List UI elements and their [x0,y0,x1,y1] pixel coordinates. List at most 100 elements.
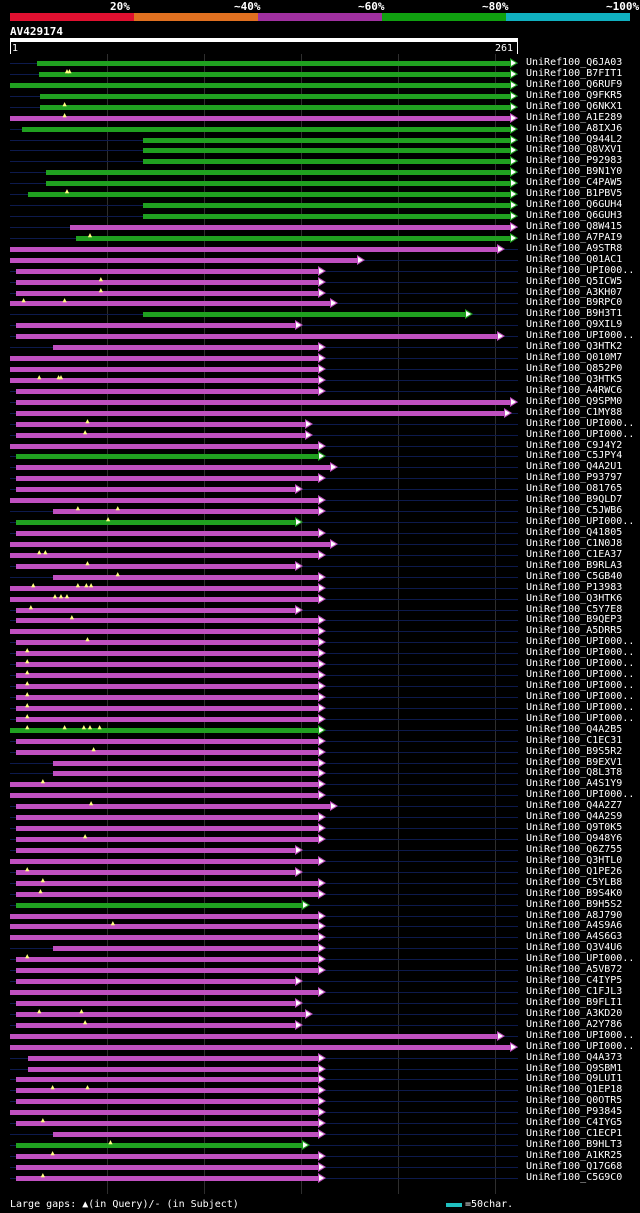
hit-row[interactable]: UniRef100_UPI000.. [0,330,640,342]
alignment-bar[interactable] [40,104,511,110]
hit-label[interactable]: UniRef100_Q6GUH3 [526,210,623,222]
hit-row[interactable]: UniRef100_Q6RUF9 [0,79,640,91]
hit-label[interactable]: UniRef100_Q17G68 [526,1160,623,1172]
hit-label[interactable]: UniRef100_UPI000.. [526,1040,635,1052]
hit-row[interactable]: UniRef100_Q852P0 [0,363,640,375]
alignment-bar[interactable] [40,93,511,99]
hit-row[interactable]: ▲ UniRef100_Q1PE26 [0,865,640,878]
alignment-bar[interactable] [16,1000,297,1006]
hit-row[interactable]: UniRef100_P93797 [0,472,640,484]
hit-label[interactable]: UniRef100_Q0OTR5 [526,1095,623,1107]
hit-label[interactable]: UniRef100_B9RPC0 [526,297,623,309]
hit-label[interactable]: UniRef100_B9HLT3 [526,1139,623,1151]
alignment-bar[interactable] [16,410,505,416]
alignment-bar[interactable] [16,837,320,843]
alignment-bar[interactable] [16,1088,320,1094]
hit-label[interactable]: UniRef100_Q9SBM1 [526,1062,623,1074]
alignment-bar[interactable] [53,946,320,952]
alignment-bar[interactable] [53,509,320,515]
alignment-bar[interactable] [10,935,320,941]
alignment-bar[interactable] [16,520,297,526]
hit-row[interactable]: UniRef100_A4S6G3 [0,931,640,943]
hit-row[interactable]: ▲ UniRef100_UPI000.. [0,647,640,659]
alignment-bar[interactable] [142,148,511,154]
hit-label[interactable]: UniRef100_Q6JA03 [526,57,623,68]
hit-row[interactable]: UniRef100_Q41805 [0,527,640,539]
hit-label[interactable]: UniRef100_A1E289 [526,111,623,123]
hit-row[interactable]: UniRef100_B9H3T1 [0,308,640,320]
alignment-bar[interactable] [16,869,297,875]
hit-label[interactable]: UniRef100_UPI000.. [526,647,635,659]
hit-label[interactable]: UniRef100_UPI000.. [526,428,635,440]
hit-row[interactable]: UniRef100_Q3HTL0 [0,854,640,867]
hit-label[interactable]: UniRef100_UPI000.. [526,636,635,648]
hit-label[interactable]: UniRef100_Q9XIL9 [526,319,623,331]
hit-row[interactable]: ▲ UniRef100_UPI000.. [0,712,640,725]
alignment-bar[interactable] [16,476,320,482]
hit-label[interactable]: UniRef100_Q9SPM0 [526,395,623,407]
alignment-bar[interactable] [36,61,511,66]
hit-row[interactable]: ▲ UniRef100_Q948Y6 [0,833,640,845]
hit-row[interactable]: UniRef100_A4RWC6 [0,384,640,397]
hit-row[interactable]: ▲ ▲ UniRef100_B9RPC0 [0,297,640,309]
hit-label[interactable]: UniRef100_UPI000.. [526,953,635,965]
hit-row[interactable]: UniRef100_UPI000.. [0,265,640,277]
hit-row[interactable]: UniRef100_Q944L2 [0,134,640,146]
hit-label[interactable]: UniRef100_Q4A2U1 [526,461,623,473]
hit-label[interactable]: UniRef100_Q3HTL0 [526,854,623,866]
hit-row[interactable]: ▲ UniRef100_A2Y786 [0,1018,640,1031]
alignment-bar[interactable] [16,465,332,471]
alignment-bar[interactable] [10,377,320,383]
hit-row[interactable]: ▲ ▲ UniRef100_Q1EP18 [0,1084,640,1096]
hit-label[interactable]: UniRef100_A4RWC6 [526,384,623,396]
hit-label[interactable]: UniRef100_Q9LUI1 [526,1073,623,1085]
hit-label[interactable]: UniRef100_UPI000.. [526,658,635,670]
hit-label[interactable]: UniRef100_C1FJL3 [526,986,623,998]
hit-label[interactable]: UniRef100_UPI000.. [526,417,635,429]
hit-row[interactable]: ▲ UniRef100_UPI000.. [0,516,640,528]
hit-row[interactable]: ▲ UniRef100_C5YLB8 [0,876,640,889]
hit-row[interactable]: ▲ UniRef100_A4S9A6 [0,920,640,932]
hit-row[interactable]: UniRef100_Q4A2U1 [0,461,640,473]
hit-label[interactable]: UniRef100_Q1PE26 [526,865,623,877]
alignment-bar[interactable] [16,399,511,405]
hit-row[interactable]: UniRef100_Q010M7 [0,352,640,364]
alignment-bar[interactable] [16,662,320,668]
alignment-bar[interactable] [76,235,511,241]
hit-row[interactable]: UniRef100_Q0OTR5 [0,1095,640,1107]
hit-label[interactable]: UniRef100_A5DRR5 [526,625,623,637]
alignment-bar[interactable] [16,454,320,460]
alignment-bar[interactable] [16,673,320,679]
hit-row[interactable]: UniRef100_B9EXV1 [0,757,640,769]
hit-row[interactable]: UniRef100_C9J4Y2 [0,440,640,452]
hit-row[interactable]: ▲ UniRef100_C5G9C0 [0,1171,640,1184]
hit-label[interactable]: UniRef100_Q4A2B5 [526,723,623,735]
hit-row[interactable]: ▲ UniRef100_UPI000.. [0,636,640,648]
alignment-bar[interactable] [10,257,358,263]
hit-label[interactable]: UniRef100_B9S4K0 [526,887,623,899]
alignment-bar[interactable] [10,782,320,788]
alignment-bar[interactable] [16,607,297,613]
hit-label[interactable]: UniRef100_Q3V4U6 [526,942,623,954]
hit-row[interactable]: ▲ UniRef100_B9RLA3 [0,559,640,572]
hit-label[interactable]: UniRef100_B9N1Y0 [526,166,623,178]
hit-row[interactable]: ▲ ▲ UniRef100_A3KD20 [0,1007,640,1020]
alignment-bar[interactable] [10,990,320,996]
hit-row[interactable]: UniRef100_A8IXJ6 [0,123,640,135]
alignment-bar[interactable] [16,334,498,340]
alignment-bar[interactable] [16,694,320,700]
alignment-bar[interactable] [10,367,320,373]
hit-label[interactable]: UniRef100_UPI000.. [526,1029,635,1041]
alignment-bar[interactable] [16,1099,320,1105]
hit-label[interactable]: UniRef100_B9H5S2 [526,898,623,910]
alignment-bar[interactable] [16,1077,320,1083]
alignment-bar[interactable] [16,749,320,755]
hit-row[interactable]: UniRef100_C1MY88 [0,407,640,419]
hit-row[interactable]: UniRef100_Q9XIL9 [0,319,640,331]
hit-label[interactable]: UniRef100_Q8W415 [526,220,623,232]
hit-row[interactable]: UniRef100_A9STR8 [0,243,640,255]
alignment-bar[interactable] [142,137,511,143]
hit-label[interactable]: UniRef100_A7PAI9 [526,231,623,243]
alignment-bar[interactable] [10,1044,511,1050]
hit-row[interactable]: ▲ ▲ UniRef100_C5JWB6 [0,505,640,517]
